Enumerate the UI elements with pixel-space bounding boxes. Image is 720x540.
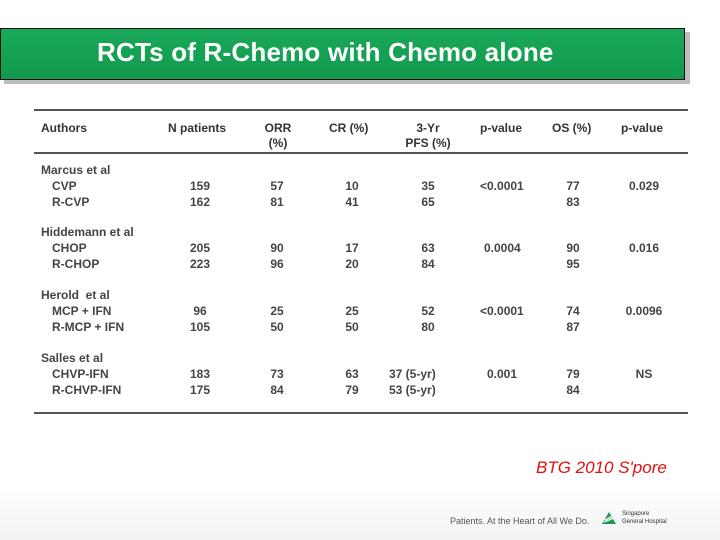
header-pfs: 3-Yr PFS (%) xyxy=(393,121,463,151)
os-value: 83 xyxy=(566,195,580,209)
regimen: R-MCP + IFN xyxy=(52,320,125,334)
slide-title: RCTs of R-Chemo with Chemo alone xyxy=(97,37,554,67)
cr-value: 25 xyxy=(345,304,359,318)
regimen: R-CVP xyxy=(52,195,90,209)
orr-value: 50 xyxy=(270,320,284,334)
regimen: MCP + IFN xyxy=(52,304,112,318)
orr-value: 90 xyxy=(270,241,284,255)
header-pvalue: p-value xyxy=(480,121,523,135)
cr-value: 20 xyxy=(345,257,359,271)
results-table: Authors N patients ORR (%) CR (%) 3-Yr P… xyxy=(34,109,688,416)
regimen: CHOP xyxy=(52,241,87,255)
regimen: R-CHVP-IFN xyxy=(52,383,122,397)
hospital-logo-text: Singapore General Hospital xyxy=(622,510,682,526)
header-cr: CR (%) xyxy=(329,121,369,135)
title-shadow xyxy=(4,80,690,84)
conference-label: BTG 2010 S'pore xyxy=(536,458,667,477)
pfs-pvalue: 0.0004 xyxy=(484,241,521,255)
os-value: 77 xyxy=(566,179,580,193)
n-patients: 223 xyxy=(189,257,211,271)
orr-value: 96 xyxy=(270,257,284,271)
slide-title-bar: RCTs of R-Chemo with Chemo alone xyxy=(0,28,685,80)
n-patients: 159 xyxy=(189,179,211,193)
footer-strip xyxy=(0,490,720,540)
header-authors: Authors xyxy=(41,121,87,135)
table-bottom-rule xyxy=(34,412,688,414)
logo-text-line1: Singapore xyxy=(622,511,650,517)
table-header-rule xyxy=(34,152,688,154)
os-pvalue: 0.029 xyxy=(628,179,660,193)
os-pvalue: 0.0096 xyxy=(625,304,663,318)
pfs-value: 53 (5-yr) xyxy=(389,383,436,397)
regimen: CVP xyxy=(52,179,77,193)
header-n-patients: N patients xyxy=(168,121,227,135)
pfs-value: 84 xyxy=(421,257,435,271)
cr-value: 50 xyxy=(345,320,359,334)
header-pfs-line1: 3-Yr xyxy=(416,121,440,135)
cr-value: 41 xyxy=(345,195,359,209)
regimen: CHVP-IFN xyxy=(52,367,109,381)
orr-value: 25 xyxy=(270,304,284,318)
os-value: 90 xyxy=(566,241,580,255)
os-pvalue: NS xyxy=(635,367,653,381)
pfs-value: 80 xyxy=(421,320,435,334)
n-patients: 96 xyxy=(193,304,207,318)
logo-text-line2: General Hospital xyxy=(622,519,667,525)
orr-value: 73 xyxy=(270,367,284,381)
n-patients: 162 xyxy=(189,195,211,209)
orr-value: 84 xyxy=(270,383,284,397)
table-top-rule xyxy=(34,109,688,111)
cr-value: 63 xyxy=(345,367,359,381)
pfs-value: 52 xyxy=(421,304,435,318)
os-value: 95 xyxy=(566,257,580,271)
os-value: 79 xyxy=(566,367,580,381)
os-value: 84 xyxy=(566,383,580,397)
n-patients: 105 xyxy=(189,320,211,334)
orr-value: 57 xyxy=(270,179,284,193)
pfs-value: 65 xyxy=(421,195,435,209)
regimen: R-CHOP xyxy=(52,257,100,271)
header-pfs-line2: PFS (%) xyxy=(405,136,451,150)
os-pvalue: 0.016 xyxy=(628,241,660,255)
orr-value: 81 xyxy=(270,195,284,209)
pfs-value: 35 xyxy=(421,179,435,193)
author-name: Hiddemann et al xyxy=(41,225,134,239)
pfs-pvalue: <0.0001 xyxy=(480,304,524,318)
pfs-pvalue: <0.0001 xyxy=(480,179,524,193)
os-value: 87 xyxy=(566,320,580,334)
author-name: Marcus et al xyxy=(41,163,111,177)
cr-value: 10 xyxy=(345,179,359,193)
cr-value: 17 xyxy=(345,241,359,255)
cr-value: 79 xyxy=(345,383,359,397)
hospital-tagline: Patients. At the Heart of All We Do. xyxy=(450,516,590,526)
title-shadow xyxy=(685,32,690,84)
author-name: Salles et al xyxy=(41,351,104,365)
pfs-pvalue: 0.001 xyxy=(487,367,518,381)
header-orr: ORR (%) xyxy=(243,121,313,151)
header-orr-line1: ORR xyxy=(264,121,292,135)
author-name: Herold et al xyxy=(41,288,110,302)
pfs-value: 37 (5-yr) xyxy=(389,367,436,381)
header-pvalue: p-value xyxy=(621,121,664,135)
header-orr-line2: (%) xyxy=(268,136,288,150)
pfs-value: 63 xyxy=(421,241,435,255)
n-patients: 205 xyxy=(189,241,211,255)
os-value: 74 xyxy=(566,304,580,318)
n-patients: 175 xyxy=(189,383,211,397)
hospital-logo-icon xyxy=(602,512,616,524)
header-os: OS (%) xyxy=(552,121,592,135)
n-patients: 183 xyxy=(189,367,211,381)
